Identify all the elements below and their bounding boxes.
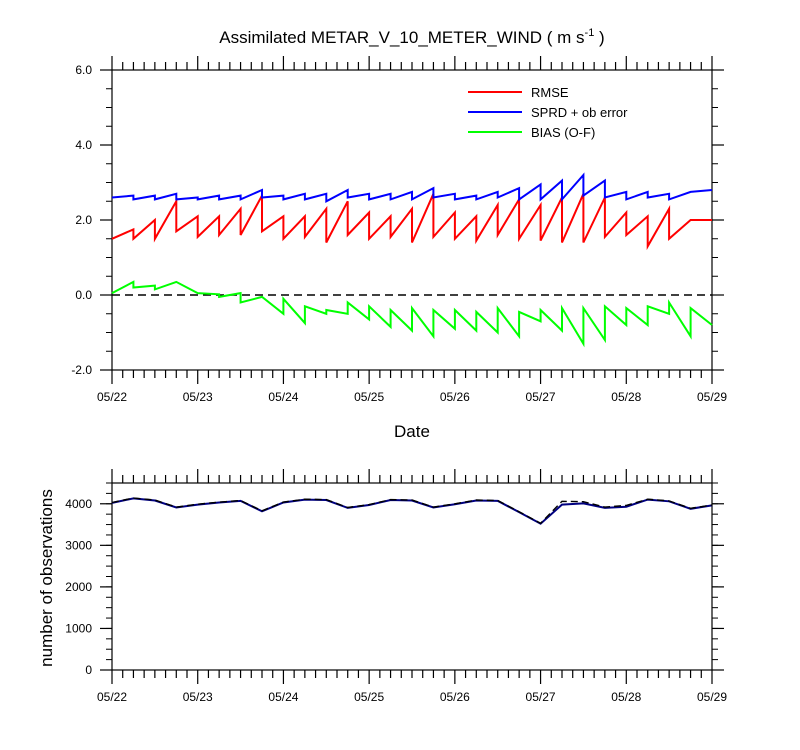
top-chart-title-superscript: -1	[585, 27, 595, 39]
top-series-bias-o-f-line	[111, 280, 713, 348]
top-series-rmse-line	[111, 193, 712, 251]
bottom-x-tick-label: 05/24	[268, 690, 298, 704]
bottom-x-tick-label: 05/25	[354, 690, 384, 704]
bottom-plot-frame	[111, 482, 713, 671]
bottom-y-tick-label: 4000	[65, 497, 92, 511]
top-x-tick-label: 05/27	[526, 390, 556, 404]
top-x-axis-title: Date	[394, 422, 430, 441]
bottom-y-tick-label: 1000	[65, 621, 92, 635]
bottom-y-axis-title: number of observations	[37, 489, 56, 667]
top-chart-title: Assimilated METAR_V_10_METER_WIND ( m s-…	[219, 27, 604, 47]
legend-label-rmse: RMSE	[531, 85, 569, 100]
top-x-tick-label: 05/23	[183, 390, 213, 404]
legend-label-sprd-ob-error: SPRD + ob error	[531, 105, 628, 120]
top-plot: 05/22 05/23 05/24 05/25 05/26 05/27 05/28 05/29…	[71, 56, 727, 404]
top-x-tick-label: 05/24	[268, 390, 298, 404]
top-y-tick-label: -2.0	[71, 363, 92, 377]
bottom-y-tick-label: 2000	[65, 580, 92, 594]
bottom-x-tick-label: 05/22	[97, 690, 127, 704]
bottom-series-1-line	[111, 497, 713, 525]
bottom-x-tick-label: 05/28	[611, 690, 641, 704]
bottom-x-tick-label: 05/23	[183, 690, 213, 704]
bottom-series-0-line	[111, 497, 713, 525]
top-series-sprd-ob-error-line	[111, 172, 713, 203]
top-y-tick-label: 0.0	[75, 288, 92, 302]
top-x-tick-label: 05/22	[97, 390, 127, 404]
top-y-tick-label: 2.0	[75, 213, 92, 227]
top-legend: RMSE SPRD + ob error BIAS (O-F)	[468, 85, 628, 140]
top-y-tick-label: 4.0	[75, 138, 92, 152]
top-x-tick-label: 05/26	[440, 390, 470, 404]
top-y-tick-label: 6.0	[75, 63, 92, 77]
top-x-tick-label: 05/29	[697, 390, 727, 404]
legend-label-bias-o-f: BIAS (O-F)	[531, 125, 595, 140]
bottom-x-tick-label: 05/26	[440, 690, 470, 704]
bottom-y-tick-label: 0	[85, 663, 92, 677]
top-chart-title-end: )	[594, 28, 604, 47]
top-x-tick-label: 05/28	[611, 390, 641, 404]
top-chart-title-main: Assimilated METAR_V_10_METER_WIND ( m s	[219, 28, 584, 47]
top-x-tick-label: 05/25	[354, 390, 384, 404]
bottom-x-tick-label: 05/29	[697, 690, 727, 704]
bottom-y-tick-label: 3000	[65, 538, 92, 552]
bottom-plot: 05/22 05/23 05/24 05/25 05/26 05/27 05/28 05/29…	[65, 469, 727, 704]
bottom-x-tick-label: 05/27	[526, 690, 556, 704]
